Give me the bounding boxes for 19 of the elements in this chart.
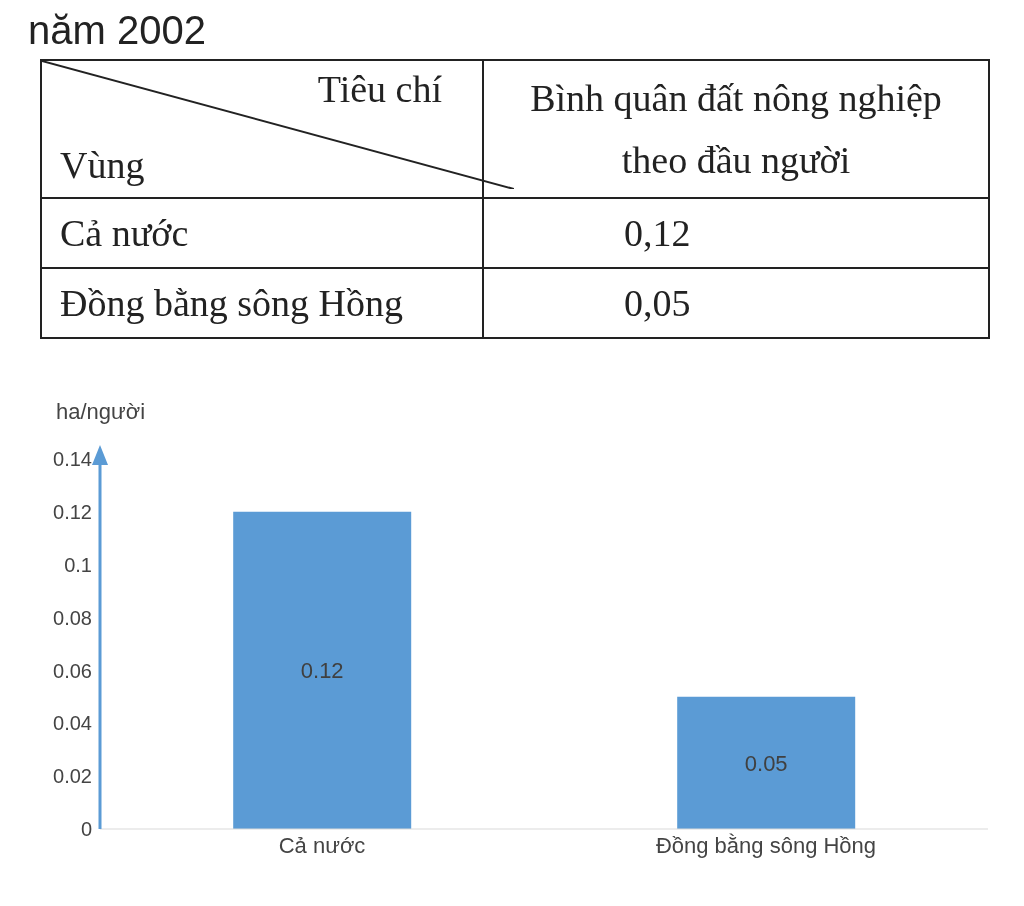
text: Bình quân đất nông nghiệp theo đầu người [483,60,989,198]
category-label: Cả nước [60,212,189,254]
text: 0,05 [483,268,989,338]
data-label: 0.05 [744,750,788,776]
y-tick-label: 0.04 [53,712,92,735]
chart-title: năm 2002 [28,8,207,53]
y-axis-title: ha/người [56,399,146,425]
y-tick-label: 0.02 [53,765,92,788]
category-label: Đồng bằng sông Hồng [60,282,404,324]
text: 0,12 [483,198,989,268]
y-tick-label: 0.08 [53,606,92,629]
y-tick-label: 0.12 [53,500,92,523]
text: Vùng [60,143,145,187]
data-label: 0.12 [300,658,344,684]
y-tick-label: 0.06 [53,659,92,682]
y-tick-label: 0.14 [53,448,92,471]
y-tick-label: 0 [80,818,92,841]
y-tick-label: 0.1 [64,553,92,576]
text: Tiêu chí [317,67,442,111]
